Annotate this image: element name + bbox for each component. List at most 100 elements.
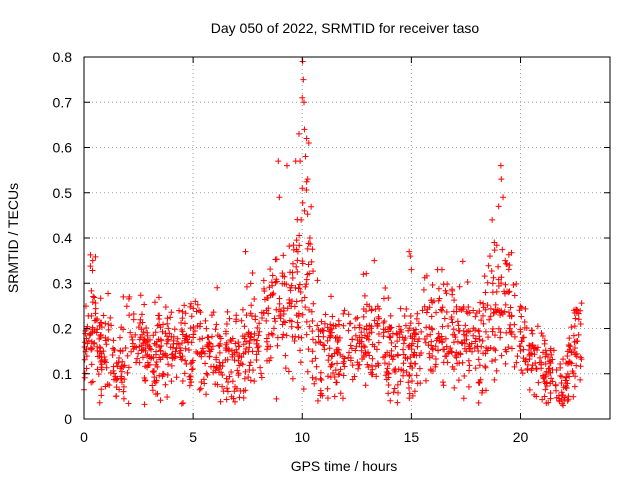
data-point bbox=[571, 345, 578, 352]
data-point bbox=[547, 395, 554, 402]
data-point bbox=[397, 378, 404, 385]
data-point bbox=[170, 337, 177, 344]
data-point bbox=[96, 399, 103, 406]
data-point bbox=[257, 364, 264, 371]
data-point bbox=[258, 370, 265, 377]
data-point bbox=[317, 369, 324, 376]
data-point bbox=[197, 385, 204, 392]
data-point bbox=[340, 360, 347, 367]
data-point bbox=[361, 325, 368, 332]
data-point bbox=[120, 363, 127, 370]
data-point bbox=[305, 346, 312, 353]
data-point bbox=[192, 298, 199, 305]
data-point bbox=[411, 360, 418, 367]
data-point bbox=[341, 307, 348, 314]
data-point bbox=[438, 266, 445, 273]
data-point bbox=[503, 348, 510, 355]
data-point bbox=[293, 237, 300, 244]
data-point bbox=[224, 308, 231, 315]
data-point bbox=[388, 339, 395, 346]
data-point bbox=[117, 347, 124, 354]
data-point bbox=[497, 334, 504, 341]
data-point bbox=[508, 313, 515, 320]
data-point bbox=[563, 360, 570, 367]
data-point bbox=[548, 375, 555, 382]
data-point bbox=[205, 334, 212, 341]
data-point bbox=[130, 311, 137, 318]
data-point bbox=[102, 359, 109, 366]
data-point bbox=[120, 383, 127, 390]
data-point bbox=[108, 322, 115, 329]
data-point bbox=[549, 366, 556, 373]
data-point bbox=[479, 337, 486, 344]
data-point bbox=[96, 335, 103, 342]
data-point bbox=[410, 327, 417, 334]
data-point bbox=[238, 317, 245, 324]
data-point bbox=[526, 342, 533, 349]
data-point bbox=[432, 363, 439, 370]
data-point bbox=[210, 369, 217, 376]
data-point bbox=[146, 345, 153, 352]
data-point bbox=[454, 360, 461, 367]
data-point bbox=[510, 281, 517, 288]
data-point bbox=[391, 367, 398, 374]
data-point bbox=[409, 365, 416, 372]
data-point bbox=[196, 386, 203, 393]
data-point bbox=[306, 270, 313, 277]
data-point bbox=[121, 376, 128, 383]
data-point bbox=[242, 248, 249, 255]
data-point bbox=[279, 321, 286, 328]
data-point bbox=[489, 328, 496, 335]
data-point bbox=[568, 349, 575, 356]
data-point bbox=[406, 395, 413, 402]
data-point bbox=[235, 343, 242, 350]
data-point bbox=[578, 300, 585, 307]
data-point bbox=[303, 186, 310, 193]
data-point bbox=[575, 316, 582, 323]
data-point bbox=[182, 345, 189, 352]
data-point bbox=[368, 307, 375, 314]
data-point bbox=[371, 317, 378, 324]
data-point bbox=[420, 286, 427, 293]
data-point bbox=[295, 334, 302, 341]
data-point bbox=[542, 353, 549, 360]
data-point bbox=[177, 344, 184, 351]
data-point bbox=[456, 283, 463, 290]
data-point bbox=[216, 349, 223, 356]
data-point bbox=[486, 316, 493, 323]
data-point bbox=[407, 360, 414, 367]
data-point bbox=[202, 317, 209, 324]
data-point bbox=[182, 310, 189, 317]
data-point bbox=[395, 352, 402, 359]
data-point bbox=[389, 330, 396, 337]
data-point bbox=[87, 251, 94, 258]
data-point bbox=[289, 375, 296, 382]
data-point bbox=[305, 240, 312, 247]
data-point bbox=[164, 372, 171, 379]
data-point bbox=[300, 385, 307, 392]
data-point bbox=[563, 382, 570, 389]
data-point bbox=[573, 362, 580, 369]
data-point bbox=[455, 377, 462, 384]
data-point bbox=[507, 321, 514, 328]
data-point bbox=[321, 342, 328, 349]
data-point bbox=[259, 315, 266, 322]
data-point bbox=[129, 336, 136, 343]
data-point bbox=[392, 343, 399, 350]
data-point bbox=[522, 305, 529, 312]
data-point bbox=[291, 338, 298, 345]
data-point bbox=[538, 330, 545, 337]
data-point bbox=[362, 382, 369, 389]
data-point bbox=[492, 332, 499, 339]
data-point bbox=[399, 334, 406, 341]
data-point bbox=[394, 338, 401, 345]
data-point bbox=[157, 347, 164, 354]
data-point bbox=[382, 284, 389, 291]
data-point bbox=[514, 353, 521, 360]
data-point bbox=[569, 368, 576, 375]
data-point bbox=[397, 305, 404, 312]
data-point bbox=[138, 326, 145, 333]
data-point bbox=[324, 373, 331, 380]
data-point bbox=[138, 311, 145, 318]
data-point bbox=[414, 343, 421, 350]
